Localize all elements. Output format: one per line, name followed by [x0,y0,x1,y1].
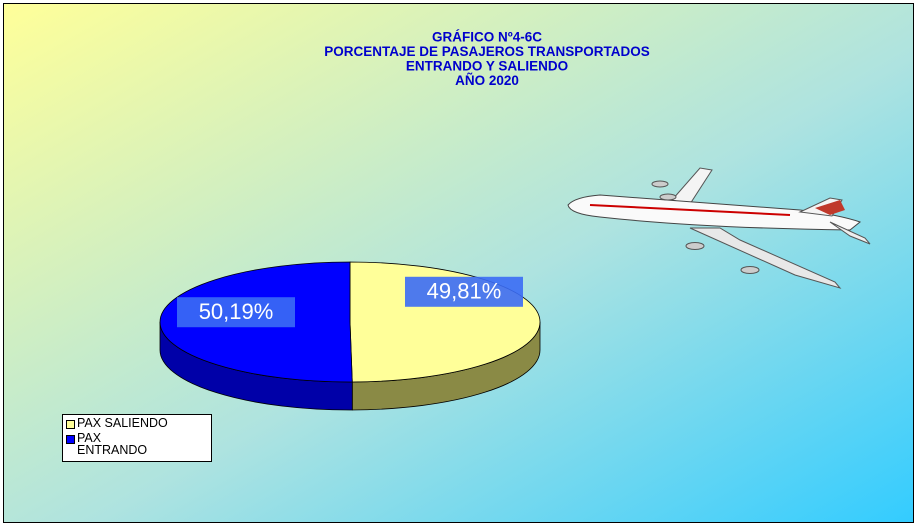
chart-title: ENTRANDO Y SALIENDO [406,59,568,74]
legend-item: PAX ENTRANDO [66,432,208,456]
data-label-box [177,297,296,328]
data-label-box [404,276,523,307]
legend-item: PAX SALIENDO [66,417,208,429]
legend-swatch [66,435,75,444]
legend: PAX SALIENDO PAX ENTRANDO [62,414,212,462]
airplane [567,167,871,289]
legend-label: PAX SALIENDO [77,416,168,430]
data-label: 49,81% [427,279,502,304]
chart-title: GRÁFICO Nº4-6C [432,30,542,45]
data-label: 50,19% [199,299,274,324]
chart-title: AÑO 2020 [455,73,519,88]
legend-label: PAX ENTRANDO [77,431,148,457]
chart-title: PORCENTAJE DE PASAJEROS TRANSPORTADOS [324,44,650,59]
legend-swatch [66,420,75,429]
